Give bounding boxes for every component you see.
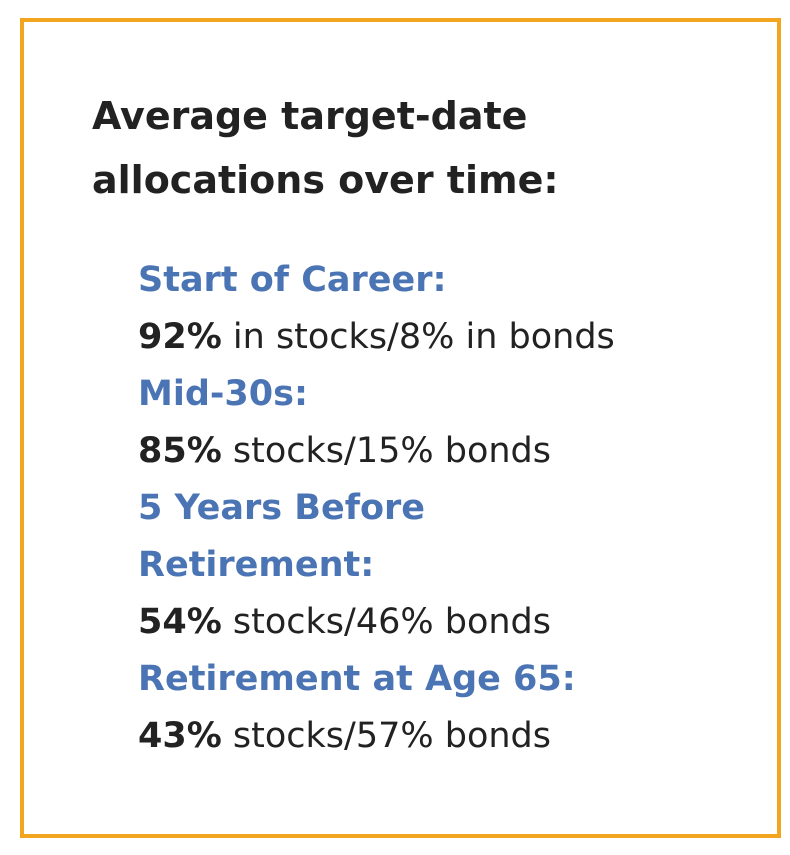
stock-percent: 54%	[138, 602, 222, 642]
allocation-detail: stocks/46% bonds	[221, 602, 551, 642]
card-title: Average target-date allocations over tim…	[92, 84, 732, 212]
stage-label-retirement-65: Retirement at Age 65:	[138, 659, 576, 699]
stage-label-mid-30s: Mid-30s:	[138, 374, 308, 414]
allocation-detail: stocks/15% bonds	[221, 431, 551, 471]
allocation-detail: in stocks/8% in bonds	[221, 317, 615, 357]
stock-percent: 43%	[138, 716, 222, 756]
stock-percent: 85%	[138, 431, 222, 471]
card-title-line-1: Average target-date	[92, 94, 528, 138]
allocation-mid-30s: 85% stocks/15% bonds	[138, 423, 758, 480]
allocation-start-of-career: 92% in stocks/8% in bonds	[138, 309, 758, 366]
stage-label-start-of-career: Start of Career:	[138, 260, 447, 300]
allocation-detail: stocks/57% bonds	[221, 716, 551, 756]
allocation-5-years-before: 54% stocks/46% bonds	[138, 594, 758, 651]
allocation-list: Start of Career: 92% in stocks/8% in bon…	[138, 252, 758, 765]
stock-percent: 92%	[138, 317, 222, 357]
allocation-card: Average target-date allocations over tim…	[20, 18, 781, 838]
allocation-retirement-65: 43% stocks/57% bonds	[138, 708, 758, 765]
stage-label-5-years-before-line-1: 5 Years Before	[138, 488, 425, 528]
card-title-line-2: allocations over time:	[92, 158, 559, 202]
stage-label-5-years-before-line-2: Retirement:	[138, 545, 375, 585]
